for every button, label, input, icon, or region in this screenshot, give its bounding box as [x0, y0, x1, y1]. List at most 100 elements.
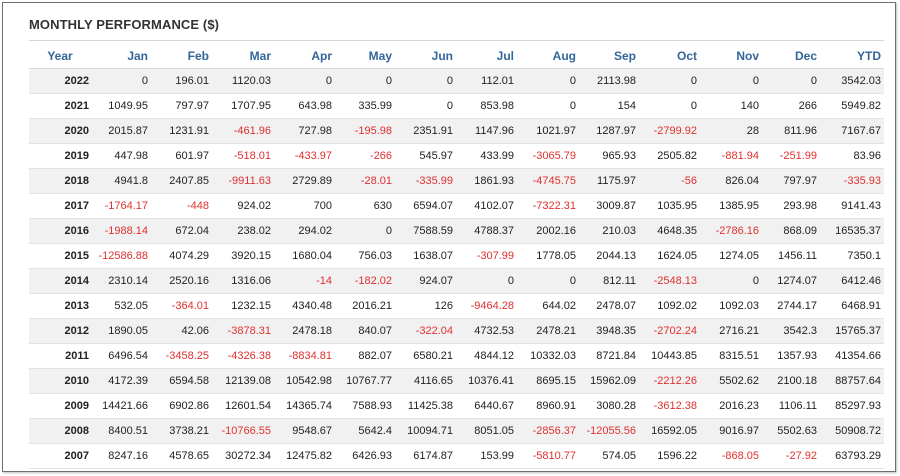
table-cell-dec: 2100.18 — [762, 368, 820, 394]
table-cell-mar: -4326.38 — [212, 343, 274, 369]
table-cell-jul: 853.98 — [456, 93, 517, 119]
table-cell-jul: 1861.93 — [456, 168, 517, 194]
title-divider — [29, 40, 884, 41]
table-cell-mar: -518.01 — [212, 143, 274, 169]
table-cell-ytd: 3542.03 — [820, 68, 884, 94]
table-cell-jul: 153.99 — [456, 443, 517, 469]
table-cell-nov: 1274.05 — [700, 243, 762, 269]
table-cell-oct: 1035.95 — [639, 193, 700, 219]
table-cell-may: 840.07 — [335, 318, 395, 344]
table-cell-sep: 1175.97 — [579, 168, 639, 194]
table-cell-dec: 811.96 — [762, 118, 820, 144]
table-cell-may: 2016.21 — [335, 293, 395, 319]
table-cell-aug: 8960.91 — [517, 393, 579, 419]
table-cell-apr: 2729.89 — [274, 168, 335, 194]
year-cell: 2010 — [29, 368, 91, 394]
column-header-aug[interactable]: Aug — [517, 43, 579, 69]
table-cell-ytd: 6468.91 — [820, 293, 884, 319]
column-header-ytd[interactable]: YTD — [820, 43, 884, 69]
table-cell-ytd: 83.96 — [820, 143, 884, 169]
table-cell-ytd: 7167.67 — [820, 118, 884, 144]
year-cell: 2021 — [29, 93, 91, 119]
table-cell-sep: 3009.87 — [579, 193, 639, 219]
column-header-dec[interactable]: Dec — [762, 43, 820, 69]
table-cell-nov: -2786.16 — [700, 218, 762, 244]
table-cell-jul: 0 — [456, 268, 517, 294]
table-cell-sep: 210.03 — [579, 218, 639, 244]
table-cell-feb: 601.97 — [151, 143, 212, 169]
table-cell-dec: 3542.3 — [762, 318, 820, 344]
table-cell-oct: 16592.05 — [639, 418, 700, 444]
table-cell-dec: 293.98 — [762, 193, 820, 219]
table-cell-may: 10767.77 — [335, 368, 395, 394]
table-cell-may: -28.01 — [335, 168, 395, 194]
table-row: 2014 2310.14 2520.16 1316.06 -14 -182.02 924.0… — [29, 268, 884, 294]
table-cell-aug: 1778.05 — [517, 243, 579, 269]
table-cell-aug: 0 — [517, 268, 579, 294]
column-header-may[interactable]: May — [335, 43, 395, 69]
table-cell-jun: 6174.87 — [395, 443, 456, 469]
table-cell-nov: 2716.21 — [700, 318, 762, 344]
column-header-feb[interactable]: Feb — [151, 43, 212, 69]
table-cell-mar: 30272.34 — [212, 443, 274, 469]
table-cell-sep: 3080.28 — [579, 393, 639, 419]
table-row: 2009 14421.66 6902.86 12601.54 14365.74 7588.… — [29, 393, 884, 419]
table-cell-mar: 3920.15 — [212, 243, 274, 269]
table-cell-mar: 1120.03 — [212, 68, 274, 94]
table-cell-aug: -2856.37 — [517, 418, 579, 444]
table-cell-feb: 6902.86 — [151, 393, 212, 419]
table-cell-jun: 126 — [395, 293, 456, 319]
table-row: 2012 1890.05 42.06 -3878.31 2478.18 840.07 -32… — [29, 318, 884, 344]
table-cell-feb: -448 — [151, 193, 212, 219]
column-header-apr[interactable]: Apr — [274, 43, 335, 69]
table-cell-apr: 1680.04 — [274, 243, 335, 269]
table-cell-mar: 924.02 — [212, 193, 274, 219]
column-header-mar[interactable]: Mar — [212, 43, 274, 69]
column-header-year[interactable]: Year — [29, 43, 91, 69]
table-cell-ytd: 41354.66 — [820, 343, 884, 369]
table-cell-nov: 28 — [700, 118, 762, 144]
table-cell-nov: -881.94 — [700, 143, 762, 169]
table-cell-jan: 6496.54 — [91, 343, 151, 369]
table-cell-feb: 4578.65 — [151, 443, 212, 469]
table-cell-mar: 1316.06 — [212, 268, 274, 294]
table-cell-jan: 0 — [91, 68, 151, 94]
column-header-sep[interactable]: Sep — [579, 43, 639, 69]
table-cell-jan: 8247.16 — [91, 443, 151, 469]
table-cell-nov: 1385.95 — [700, 193, 762, 219]
column-header-oct[interactable]: Oct — [639, 43, 700, 69]
table-cell-jun: 11425.38 — [395, 393, 456, 419]
table-cell-may: 7588.93 — [335, 393, 395, 419]
table-cell-aug: 644.02 — [517, 293, 579, 319]
table-cell-jan: 447.98 — [91, 143, 151, 169]
table-cell-may: 0 — [335, 218, 395, 244]
table-cell-sep: 2044.13 — [579, 243, 639, 269]
column-header-jan[interactable]: Jan — [91, 43, 151, 69]
table-cell-jan: 4172.39 — [91, 368, 151, 394]
table-cell-jun: 1638.07 — [395, 243, 456, 269]
table-cell-apr: 643.98 — [274, 93, 335, 119]
table-cell-ytd: 16535.37 — [820, 218, 884, 244]
table-cell-jun: 0 — [395, 93, 456, 119]
table-cell-apr: 4340.48 — [274, 293, 335, 319]
table-row: 2011 6496.54 -3458.25 -4326.38 -8834.81 882.0… — [29, 343, 884, 369]
table-cell-ytd: 6412.46 — [820, 268, 884, 294]
table-cell-feb: -3458.25 — [151, 343, 212, 369]
table-cell-ytd: -335.93 — [820, 168, 884, 194]
table-cell-apr: -433.97 — [274, 143, 335, 169]
column-header-jul[interactable]: Jul — [456, 43, 517, 69]
table-cell-oct: 2505.82 — [639, 143, 700, 169]
table-cell-feb: 1231.91 — [151, 118, 212, 144]
table-cell-may: 630 — [335, 193, 395, 219]
table-cell-jun: 545.97 — [395, 143, 456, 169]
table-cell-feb: 6594.58 — [151, 368, 212, 394]
table-cell-apr: -8834.81 — [274, 343, 335, 369]
table-cell-mar: 12139.08 — [212, 368, 274, 394]
table-row: 2007 8247.16 4578.65 30272.34 12475.82 6426.9… — [29, 443, 884, 469]
table-row: 2020 2015.87 1231.91 -461.96 727.98 -195.98 23… — [29, 118, 884, 144]
column-header-jun[interactable]: Jun — [395, 43, 456, 69]
column-header-nov[interactable]: Nov — [700, 43, 762, 69]
table-cell-aug: -4745.75 — [517, 168, 579, 194]
table-cell-aug: 1021.97 — [517, 118, 579, 144]
